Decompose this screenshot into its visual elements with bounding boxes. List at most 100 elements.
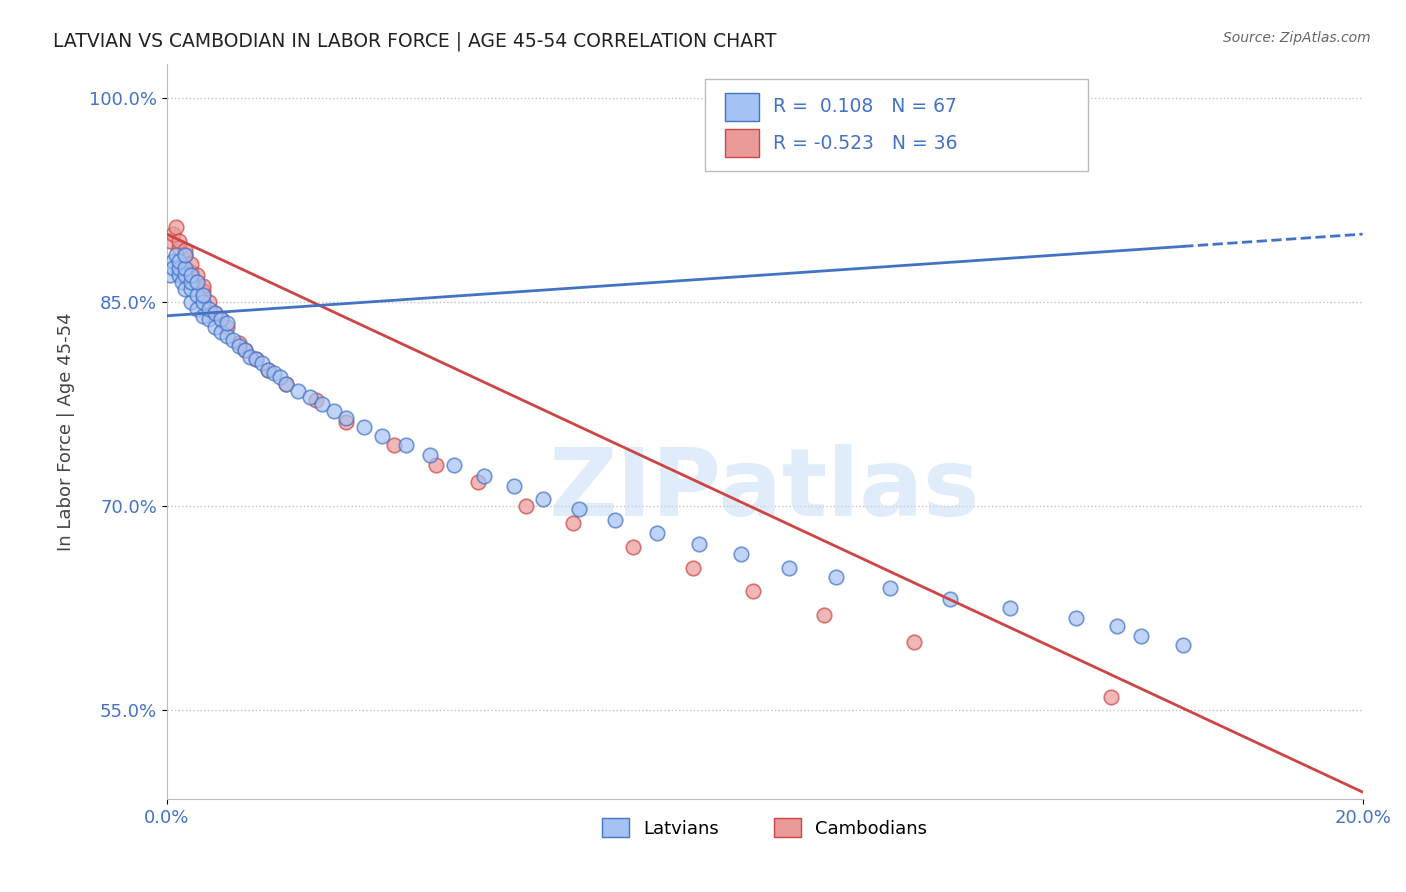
Point <box>353 420 375 434</box>
Point <box>305 393 328 408</box>
Point <box>167 241 190 255</box>
Point <box>162 227 184 241</box>
Point <box>645 526 668 541</box>
Point <box>813 608 835 623</box>
Point <box>191 288 214 302</box>
Point <box>180 295 202 310</box>
Point <box>239 350 262 364</box>
Point <box>159 234 181 248</box>
Point <box>162 261 184 276</box>
Point <box>209 311 232 326</box>
Point <box>269 370 291 384</box>
Point <box>621 540 644 554</box>
Point <box>197 295 219 310</box>
Point <box>173 282 195 296</box>
Point <box>252 356 274 370</box>
Point <box>335 415 357 429</box>
Point <box>170 275 193 289</box>
Point <box>173 268 195 282</box>
Text: ZIPatlas: ZIPatlas <box>548 444 980 536</box>
Point <box>173 261 195 276</box>
Point <box>276 376 298 391</box>
Point <box>1173 638 1195 652</box>
Point <box>197 301 219 316</box>
Point <box>204 306 226 320</box>
Point <box>276 376 298 391</box>
Point <box>443 458 465 473</box>
Point <box>682 560 704 574</box>
Point <box>1130 629 1153 643</box>
Point <box>1064 611 1087 625</box>
Point <box>180 265 202 279</box>
Point <box>311 397 333 411</box>
Point <box>215 316 238 330</box>
Point <box>245 352 267 367</box>
Point <box>215 319 238 334</box>
Point <box>167 268 190 282</box>
FancyBboxPatch shape <box>704 78 1087 170</box>
Point <box>209 325 232 339</box>
Point <box>186 275 208 289</box>
Point <box>173 247 195 261</box>
Point <box>903 635 925 649</box>
Point <box>825 570 848 584</box>
Point <box>741 583 763 598</box>
Y-axis label: In Labor Force | Age 45-54: In Labor Force | Age 45-54 <box>58 312 75 550</box>
Point <box>228 336 250 351</box>
Point <box>257 363 280 377</box>
Point <box>197 311 219 326</box>
Point <box>180 282 202 296</box>
Point <box>173 247 195 261</box>
Point <box>245 352 267 367</box>
Point <box>167 261 190 276</box>
Point <box>162 254 184 268</box>
Text: R =  0.108   N = 67: R = 0.108 N = 67 <box>773 97 957 116</box>
Point <box>879 581 901 595</box>
Point <box>180 268 202 282</box>
Point <box>688 537 710 551</box>
Point <box>186 288 208 302</box>
Point <box>191 285 214 299</box>
Text: R = -0.523   N = 36: R = -0.523 N = 36 <box>773 134 957 153</box>
Point <box>191 295 214 310</box>
Point <box>180 275 202 289</box>
Point <box>173 244 195 258</box>
Point <box>165 247 187 261</box>
Point <box>186 301 208 316</box>
Point <box>167 254 190 268</box>
Point <box>191 309 214 323</box>
Point <box>257 363 280 377</box>
Point <box>221 333 243 347</box>
Point <box>562 516 585 530</box>
Point <box>1101 690 1123 704</box>
Point <box>167 234 190 248</box>
Point <box>371 428 394 442</box>
Point <box>233 343 256 357</box>
Text: Source: ZipAtlas.com: Source: ZipAtlas.com <box>1223 31 1371 45</box>
Point <box>173 261 195 276</box>
Point <box>233 343 256 357</box>
Point <box>191 278 214 293</box>
Point <box>395 438 418 452</box>
Point <box>533 492 555 507</box>
Point <box>778 560 800 574</box>
Point <box>998 601 1021 615</box>
Point <box>382 438 405 452</box>
Point <box>939 591 962 606</box>
Point <box>186 268 208 282</box>
Point <box>209 311 232 326</box>
Point <box>186 275 208 289</box>
Point <box>605 513 627 527</box>
Point <box>323 404 346 418</box>
Point <box>467 475 489 489</box>
FancyBboxPatch shape <box>725 129 759 157</box>
Point <box>263 366 285 380</box>
Point <box>502 479 524 493</box>
Legend: Latvians, Cambodians: Latvians, Cambodians <box>595 811 935 845</box>
Point <box>165 220 187 235</box>
Point <box>425 458 447 473</box>
Point <box>204 319 226 334</box>
FancyBboxPatch shape <box>725 93 759 120</box>
Point <box>159 268 181 282</box>
Point <box>215 329 238 343</box>
